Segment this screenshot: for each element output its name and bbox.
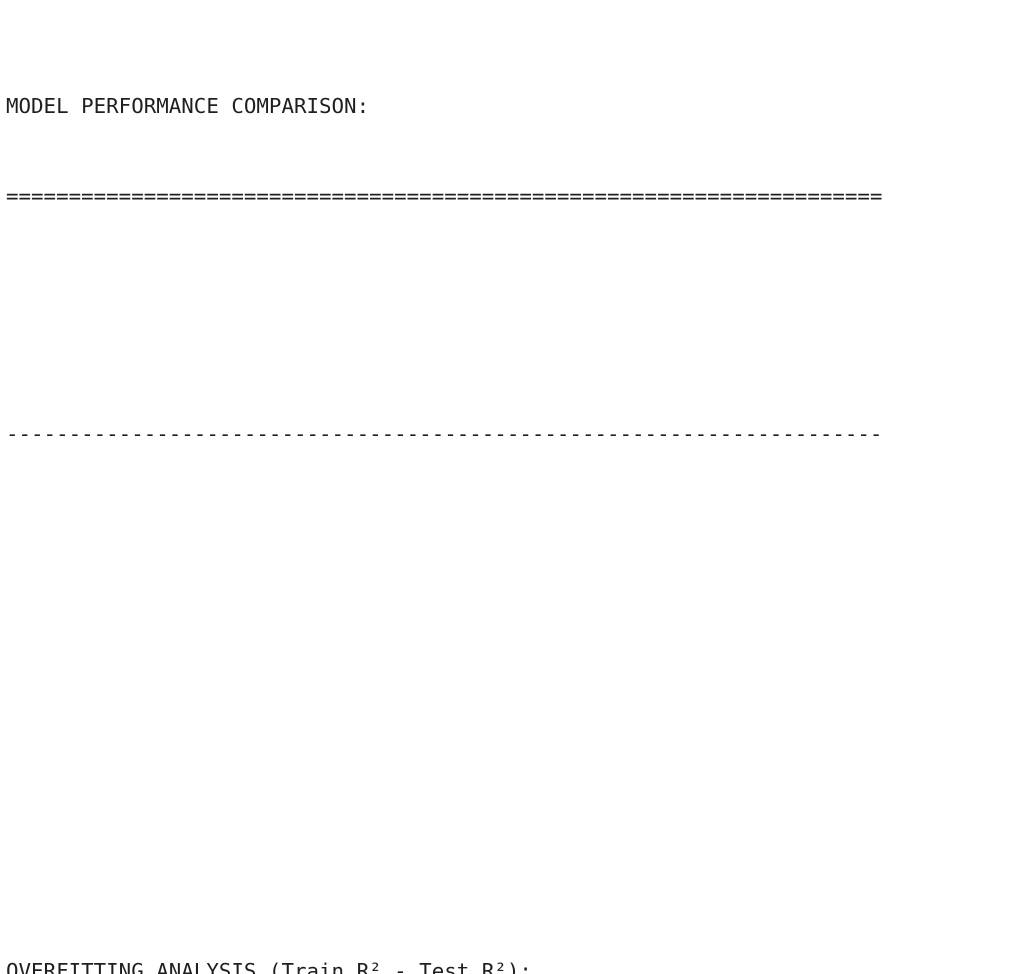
table-row: Decision Tree1.5237.1970.970-0.063 (6, 718, 1006, 748)
console-output: MODEL PERFORMANCE COMPARISON: ==========… (6, 3, 1006, 974)
blank-line (6, 837, 1006, 867)
table-row: Linear Regression3.0795.4400.7770.571 (6, 539, 1006, 569)
table-header-row: ModelTrain MAETest MAETrain R²Test R² (6, 301, 1006, 331)
page-title: MODEL PERFORMANCE COMPARISON: (6, 92, 1006, 122)
single-separator: ----------------------------------------… (6, 420, 1006, 450)
double-separator: ========================================… (6, 182, 1006, 212)
overfitting-heading: OVERFITTING ANALYSIS (Train R² - Test R²… (6, 957, 1006, 974)
table-row: Random Forest2.2636.5620.8830.360 (6, 629, 1006, 659)
